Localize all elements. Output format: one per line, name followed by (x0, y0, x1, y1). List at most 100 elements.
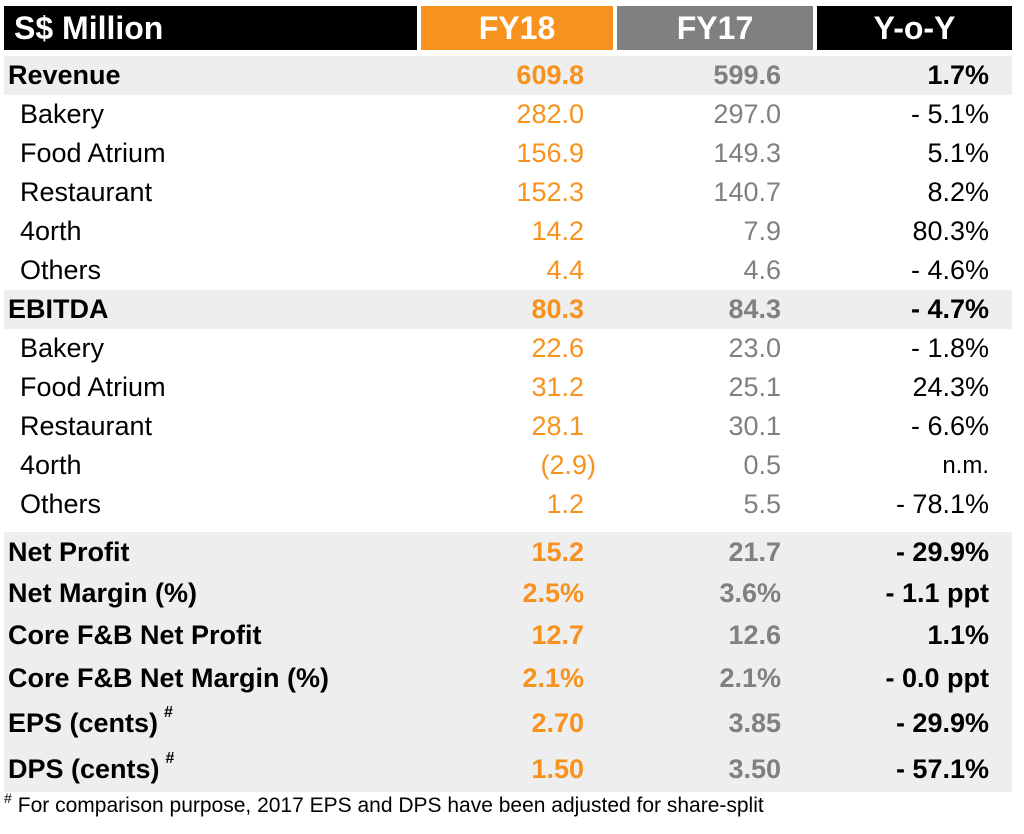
fy18-value: 31.2 (531, 372, 584, 402)
fy17-value: 140.7 (713, 177, 781, 207)
fy18-value: 152.3 (516, 177, 584, 207)
fy17-value: 23.0 (728, 333, 781, 363)
yoy-value: 24.3% (912, 372, 989, 402)
fy18-value: 14.2 (531, 216, 584, 246)
row-ebitda-bakery: Bakery 22.6 23.0 - 1.8% (4, 329, 1012, 368)
row-label: Bakery (20, 333, 105, 363)
row-core-fb-net-profit: Core F&B Net Profit 12.7 12.6 1.1% (4, 614, 1012, 656)
row-dps: DPS (cents) # 1.50 3.50 - 57.1% (4, 746, 1012, 792)
row-ebitda-restaurant: Restaurant 28.1 30.1 - 6.6% (4, 407, 1012, 446)
footnote-marker: # (4, 790, 12, 806)
fy18-value: 15.2 (531, 536, 584, 567)
yoy-value: - 4.6% (910, 255, 989, 285)
yoy-value: 80.3% (912, 216, 989, 246)
fy18-value: 2.5% (522, 577, 584, 608)
row-label: Net Margin (%) (8, 577, 197, 608)
footnote: # For comparison purpose, 2017 EPS and D… (4, 790, 1012, 818)
yoy-value: 1.1% (927, 619, 989, 650)
row-label: Others (20, 255, 102, 285)
fy17-value: 84.3 (728, 294, 781, 324)
row-revenue-4orth: 4orth 14.2 7.9 80.3% (4, 212, 1012, 251)
fy18-value: 2.70 (531, 707, 584, 738)
row-label: Food Atrium (20, 372, 166, 402)
row-ebitda-food-atrium: Food Atrium 31.2 25.1 24.3% (4, 368, 1012, 407)
row-net-profit: Net Profit 15.2 21.7 - 29.9% (4, 530, 1012, 572)
row-ebitda: EBITDA 80.3 84.3 - 4.7% (4, 290, 1012, 329)
yoy-value: 1.7% (927, 60, 989, 90)
row-label: DPS (cents) # (8, 746, 418, 792)
fy17-value: 0.5 (743, 450, 781, 480)
fy17-value: 2.1% (719, 662, 781, 693)
fy18-value: 80.3 (531, 294, 584, 324)
row-label: 4orth (20, 450, 82, 480)
fy18-value: 609.8 (516, 60, 584, 90)
row-label: Others (20, 489, 102, 519)
fy17-value: 7.9 (743, 216, 781, 246)
row-label-text: DPS (cents) (8, 753, 160, 784)
row-label: Food Atrium (20, 138, 166, 168)
row-label: 4orth (20, 216, 82, 246)
row-revenue-restaurant: Restaurant 152.3 140.7 8.2% (4, 173, 1012, 212)
fy17-value: 149.3 (713, 138, 781, 168)
row-label: Core F&B Net Profit (8, 619, 262, 650)
yoy-value: - 5.1% (910, 99, 989, 129)
footnote-text: For comparison purpose, 2017 EPS and DPS… (17, 794, 764, 817)
fy17-value: 3.85 (728, 707, 781, 738)
fy18-value: 1.2 (546, 489, 584, 519)
footnote-marker: # (164, 704, 173, 721)
fy18-value: 282.0 (516, 99, 584, 129)
row-revenue-others: Others 4.4 4.6 - 4.6% (4, 251, 1012, 290)
fy18-value: 4.4 (546, 255, 584, 285)
yoy-value: - 78.1% (895, 489, 989, 519)
row-label: Bakery (20, 99, 105, 129)
fy18-value: (2.9) (540, 450, 596, 480)
header-yoy: Y-o-Y (817, 6, 1012, 50)
fy17-value: 30.1 (728, 411, 781, 441)
yoy-value: - 4.7% (910, 294, 989, 324)
row-revenue-bakery: Bakery 282.0 297.0 - 5.1% (4, 95, 1012, 134)
row-label: Restaurant (20, 411, 153, 441)
yoy-value: - 1.1 ppt (885, 577, 989, 608)
row-revenue-food-atrium: Food Atrium 156.9 149.3 5.1% (4, 134, 1012, 173)
fy17-value: 4.6 (743, 255, 781, 285)
yoy-value: - 29.9% (895, 707, 989, 738)
fy17-value: 599.6 (713, 60, 781, 90)
fy18-value: 22.6 (531, 333, 584, 363)
fy17-value: 5.5 (743, 489, 781, 519)
fy18-value: 1.50 (531, 753, 584, 784)
yoy-value: - 29.9% (895, 536, 989, 567)
yoy-value: 5.1% (927, 138, 989, 168)
fy18-value: 2.1% (522, 662, 584, 693)
yoy-value: - 57.1% (895, 753, 989, 784)
row-label: Core F&B Net Margin (%) (8, 662, 330, 693)
row-ebitda-4orth: 4orth (2.9) 0.5 n.m. (4, 446, 1012, 485)
row-core-fb-net-margin: Core F&B Net Margin (%) 2.1% 2.1% - 0.0 … (4, 656, 1012, 700)
fy18-value: 12.7 (531, 619, 584, 650)
row-label: EPS (cents) # (8, 700, 418, 746)
header-metric: S$ Million (4, 6, 417, 50)
row-ebitda-others: Others 1.2 5.5 - 78.1% (4, 485, 1012, 524)
yoy-value: 8.2% (927, 177, 989, 207)
fy17-value: 3.6% (719, 577, 781, 608)
row-label: Restaurant (20, 177, 153, 207)
row-eps: EPS (cents) # 2.70 3.85 - 29.9% (4, 700, 1012, 746)
row-revenue: Revenue 609.8 599.6 1.7% (4, 56, 1012, 95)
header-fy17: FY17 (617, 6, 813, 50)
fy17-value: 25.1 (728, 372, 781, 402)
fy17-value: 12.6 (728, 619, 781, 650)
yoy-value: - 1.8% (910, 333, 989, 363)
fy17-value: 21.7 (728, 536, 781, 567)
fy18-value: 156.9 (516, 138, 584, 168)
row-label: Net Profit (8, 536, 130, 567)
row-net-margin: Net Margin (%) 2.5% 3.6% - 1.1 ppt (4, 572, 1012, 614)
yoy-value: n.m. (942, 451, 989, 479)
yoy-value: - 0.0 ppt (885, 662, 989, 693)
footnote-marker: # (165, 750, 175, 767)
yoy-value: - 6.6% (910, 411, 989, 441)
fy18-value: 28.1 (531, 411, 584, 441)
row-label: Revenue (8, 60, 121, 90)
fy17-value: 297.0 (713, 99, 781, 129)
row-label: EBITDA (8, 294, 109, 324)
fy17-value: 3.50 (728, 753, 781, 784)
header-fy18: FY18 (421, 6, 613, 50)
